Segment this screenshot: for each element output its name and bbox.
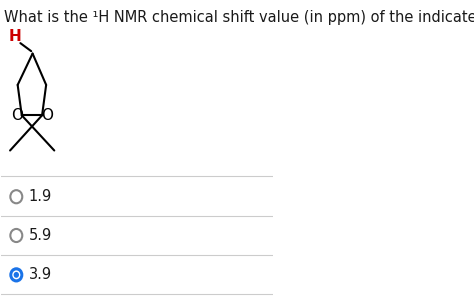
Text: What is the ¹H NMR chemical shift value (in ppm) of the indicated hydrogen?: What is the ¹H NMR chemical shift value … (4, 10, 474, 25)
Text: 3.9: 3.9 (28, 267, 52, 282)
Text: 5.9: 5.9 (28, 228, 52, 243)
Circle shape (10, 190, 22, 203)
Circle shape (14, 272, 19, 278)
Circle shape (12, 270, 20, 279)
Circle shape (10, 229, 22, 242)
Text: 1.9: 1.9 (28, 189, 52, 204)
Text: O: O (11, 108, 23, 123)
Text: H: H (9, 29, 22, 44)
Circle shape (10, 268, 22, 281)
Text: O: O (41, 108, 53, 123)
